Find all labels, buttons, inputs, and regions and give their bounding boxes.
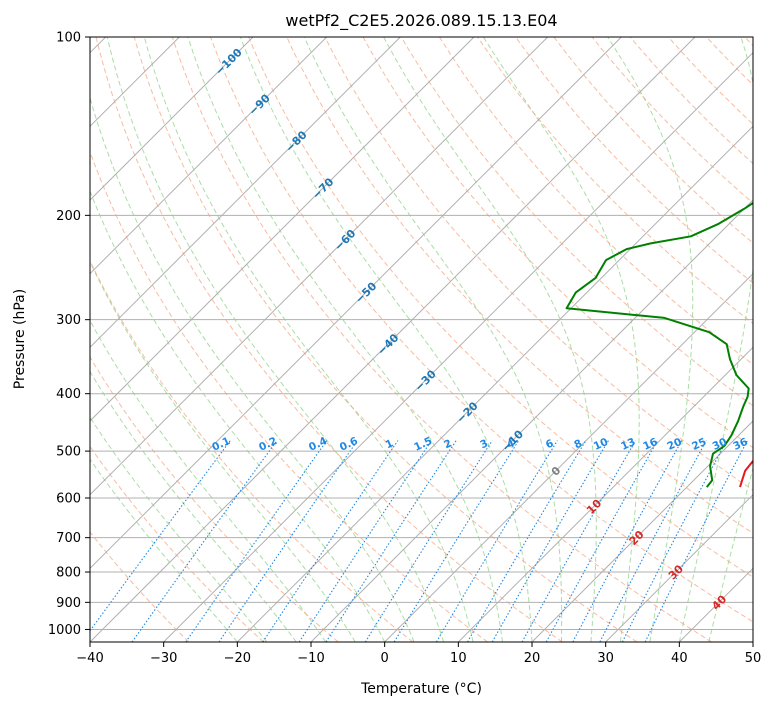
- isotherm-line: [605, 493, 753, 642]
- dry-adiabat-line: [90, 150, 488, 642]
- y-tick-label: 1000: [48, 623, 81, 638]
- isotherm-line: [90, 37, 549, 496]
- mixing-ratio-line: [572, 440, 683, 642]
- mixing-ratio-lines: [90, 440, 748, 642]
- mixing-ratio-line: [435, 440, 558, 642]
- dry-adiabat-line: [210, 37, 753, 623]
- dewpoint-profile-line: [565, 201, 753, 488]
- mixing-ratio-line: [325, 440, 457, 642]
- moist-adiabat-line: [90, 319, 327, 642]
- mixing-ratio-label: 4: [505, 437, 517, 451]
- y-tick-label: 700: [56, 531, 81, 546]
- mixing-ratio-label: 8: [572, 437, 584, 451]
- isotherm-line: [90, 37, 401, 349]
- mixing-ratio-line: [218, 440, 358, 642]
- x-axis-label: Temperature (°C): [360, 681, 482, 697]
- moist-adiabat-line: [303, 37, 563, 642]
- chart-title: wetPf2_C2E5.2026.089.15.13.E04: [285, 11, 557, 31]
- mixing-ratio-line: [621, 440, 728, 642]
- isotherm-line: [90, 37, 475, 422]
- dry-adiabat-line: [133, 37, 638, 642]
- isotherm-line: [310, 199, 753, 642]
- x-tick-label: −20: [224, 651, 251, 666]
- x-tick-label: 50: [745, 651, 762, 666]
- mixing-ratio-label: 3: [478, 437, 490, 451]
- dry-adiabat-line: [400, 37, 753, 407]
- plot-frame: [89, 36, 754, 643]
- isotherm-line: [90, 37, 622, 570]
- y-tick-label: 300: [56, 313, 81, 328]
- y-tick-label: 400: [56, 387, 81, 402]
- dry-adiabat-line: [171, 37, 712, 642]
- mixing-ratio-label: 13: [619, 436, 637, 453]
- mixing-ratio-label: 25: [690, 436, 708, 453]
- isotherm-line: [384, 272, 753, 642]
- mixing-ratio-line: [185, 440, 328, 642]
- mixing-ratio-label: 16: [641, 436, 659, 453]
- isotherm-line: [163, 51, 753, 642]
- dry-adiabat-line: [90, 356, 339, 642]
- isotherm-line: [236, 125, 753, 642]
- dry-adiabat-line: [515, 37, 753, 284]
- mixing-ratio-line: [298, 440, 432, 642]
- y-tick-label: 800: [56, 566, 81, 581]
- x-tick-label: −40: [76, 651, 103, 666]
- moist-adiabat-line: [482, 37, 640, 642]
- x-tick-label: 0: [381, 651, 389, 666]
- isotherm-line: [90, 37, 328, 275]
- plot-content: 0.1 0.2 0.4 0.6 1 1.5 2 3 4 6 8 10 13 16 20 25 30 36−100−…: [90, 37, 753, 642]
- x-tick-label: −30: [150, 651, 177, 666]
- moist-adiabat-line: [143, 37, 474, 642]
- sounding-series: [565, 201, 753, 488]
- y-tick-label: 100: [56, 31, 81, 46]
- moist-adiabat-line: [383, 37, 597, 642]
- mixing-ratio-label: 6: [544, 437, 556, 451]
- dry-adiabat-line: [438, 37, 753, 366]
- isotherm-line: [457, 346, 753, 642]
- moist-adiabat-line: [90, 416, 268, 642]
- mixing-ratio-line: [467, 440, 587, 642]
- dry-adiabat-line: [248, 37, 753, 578]
- moist-adiabat-line: [106, 37, 445, 642]
- moist-adiabats: [90, 37, 753, 642]
- moist-adiabat-line: [239, 37, 533, 642]
- isotherm-line: [90, 37, 696, 642]
- dry-adiabat-line: [95, 37, 563, 642]
- moist-adiabat-line: [708, 466, 753, 642]
- y-tick-label: 500: [56, 445, 81, 460]
- mixing-ratio-line: [599, 440, 707, 642]
- y-tick-label: 600: [56, 492, 81, 507]
- y-axis-label: Pressure (hPa): [12, 289, 28, 389]
- mixing-ratio-label: 2: [442, 437, 454, 451]
- moist-adiabat-line: [607, 37, 694, 642]
- isotherm-line: [90, 37, 254, 201]
- mixing-ratio-line: [393, 440, 520, 642]
- mixing-ratio-label: 1: [384, 437, 396, 451]
- dry-adiabat-line: [324, 37, 753, 491]
- x-tick-label: 40: [671, 651, 688, 666]
- axis-ticks: −40 −30 −20 −10 0 10 20 30 40 50 100 200 300 400 500 60…: [48, 31, 761, 667]
- isobar-grid: [90, 37, 753, 630]
- dry-adiabat-line: [90, 531, 190, 642]
- mixing-ratio-label: 10: [592, 436, 610, 453]
- plot-area: [90, 37, 753, 642]
- isotherm-grid: [90, 37, 753, 642]
- y-tick-label: 200: [56, 209, 81, 224]
- x-tick-label: 30: [597, 651, 614, 666]
- x-tick-label: 10: [450, 651, 467, 666]
- mixing-ratio-label: 36: [731, 436, 749, 453]
- moist-adiabat-line: [187, 37, 503, 642]
- x-tick-label: −10: [297, 651, 324, 666]
- mixing-ratio-line: [262, 440, 399, 642]
- x-tick-label: 20: [524, 651, 541, 666]
- mixing-ratio-line: [364, 440, 493, 642]
- y-tick-label: 900: [56, 596, 81, 611]
- mixing-ratio-label: 30: [711, 436, 729, 453]
- dry-adiabat-line: [90, 445, 264, 642]
- mixing-ratio-label: 20: [665, 436, 683, 453]
- moist-adiabat-line: [90, 260, 356, 642]
- isotherm-line: [531, 420, 753, 642]
